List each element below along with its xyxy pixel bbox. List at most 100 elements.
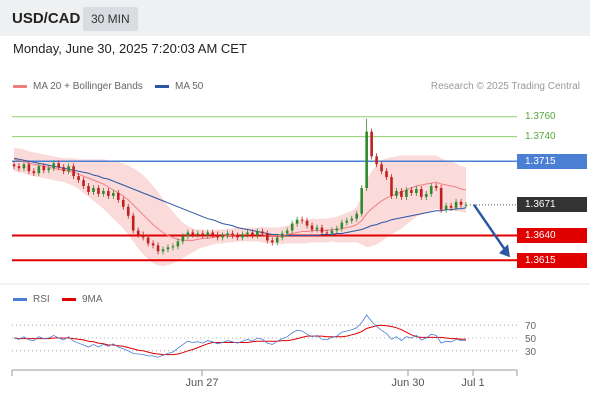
candle [380, 161, 383, 175]
forecast-arrow-head [499, 244, 510, 258]
level-tag-1.3715: 1.3715 [517, 153, 587, 169]
candle [92, 185, 95, 195]
candle-body [112, 192, 115, 196]
candle [370, 128, 373, 160]
candle [52, 160, 56, 172]
chart-datetime: Monday, June 30, 2025 7:20:03 AM CET [13, 41, 247, 56]
candle-body [251, 232, 254, 236]
candle-body [424, 193, 428, 197]
candle [305, 217, 309, 229]
candle [434, 183, 438, 191]
bollinger-band [14, 147, 466, 267]
candle-body [27, 164, 31, 172]
candle [121, 196, 125, 210]
candle [270, 237, 274, 246]
ma50-swatch [155, 85, 169, 88]
candle [320, 224, 324, 236]
candle-body [221, 235, 224, 238]
candle-body [67, 166, 70, 172]
credit-text: Research © 2025 Trading Central [430, 81, 580, 92]
rsi-panel: 70 50 30 [12, 314, 537, 358]
candle [345, 217, 349, 226]
candle [211, 229, 214, 238]
candle-body [102, 190, 105, 194]
candle [87, 183, 90, 195]
candle [107, 188, 110, 199]
candle-body [285, 230, 289, 234]
candle [146, 234, 150, 247]
candle-body [325, 232, 329, 234]
candle-body [305, 220, 309, 226]
candle [256, 228, 259, 239]
x-tick-label: Jun 27 [185, 377, 218, 389]
candle [350, 215, 354, 224]
candle-body [360, 188, 363, 214]
candle [385, 168, 388, 181]
candle-body [256, 231, 259, 236]
timeframe-button[interactable]: 30 MIN [83, 7, 138, 31]
candle [181, 233, 185, 245]
candle-body [375, 156, 378, 165]
candle-body [161, 249, 165, 252]
legend-9ma: 9MA [62, 294, 103, 305]
candle [82, 177, 85, 189]
candle-body [166, 247, 170, 250]
candle [201, 230, 205, 239]
candle [459, 198, 463, 208]
candle-body [52, 163, 56, 169]
candle-body [380, 164, 383, 172]
candle-body [131, 215, 135, 231]
candle-body [439, 188, 443, 210]
candle-body [191, 232, 195, 235]
candle-body [419, 188, 423, 197]
candle-body [350, 218, 354, 221]
candle [141, 231, 145, 241]
legend-ma50-label: MA 50 [175, 81, 204, 92]
candle-body [62, 167, 65, 172]
candle-body [186, 232, 190, 237]
candle [131, 212, 135, 234]
legend-ma50: MA 50 [155, 81, 203, 92]
time-axis: Jun 27 Jun 30 Jul 1 [11, 369, 518, 389]
candle-body [77, 176, 80, 181]
candle [266, 230, 269, 244]
candle [275, 234, 279, 246]
candle [261, 228, 264, 237]
candle-body [355, 213, 359, 219]
candle [340, 219, 344, 232]
candle [251, 229, 254, 239]
candle [464, 201, 468, 208]
header-bar: USD/CAD 30 MIN [0, 0, 590, 36]
candle-body [32, 171, 36, 174]
ma20-swatch [13, 85, 27, 88]
legend-ma20-label: MA 20 + Bollinger Bands [33, 81, 143, 92]
candle [325, 229, 329, 237]
candle-body [156, 245, 160, 252]
candle [241, 231, 244, 241]
level-tag-1.3671: 1.3671 [517, 197, 587, 213]
candle [424, 190, 428, 200]
candle-body [171, 246, 175, 248]
candle [444, 202, 448, 213]
candle [429, 183, 433, 197]
ma9-swatch [62, 298, 76, 301]
candle [17, 163, 21, 172]
candle-body [231, 233, 234, 236]
candle [27, 161, 31, 175]
legend-ma20: MA 20 + Bollinger Bands [13, 81, 143, 92]
x-tick-label: Jun 30 [391, 377, 424, 389]
candle [72, 163, 75, 180]
candle-body [226, 233, 229, 236]
candle-body [370, 131, 373, 157]
candle [315, 224, 319, 233]
candle [295, 216, 299, 227]
candle-body [196, 233, 200, 235]
candle [196, 230, 200, 238]
candle [355, 210, 359, 222]
candle-body [246, 232, 249, 235]
candle [231, 230, 234, 239]
candle [375, 153, 378, 168]
candle-body [295, 219, 299, 224]
candle-body [390, 177, 393, 196]
